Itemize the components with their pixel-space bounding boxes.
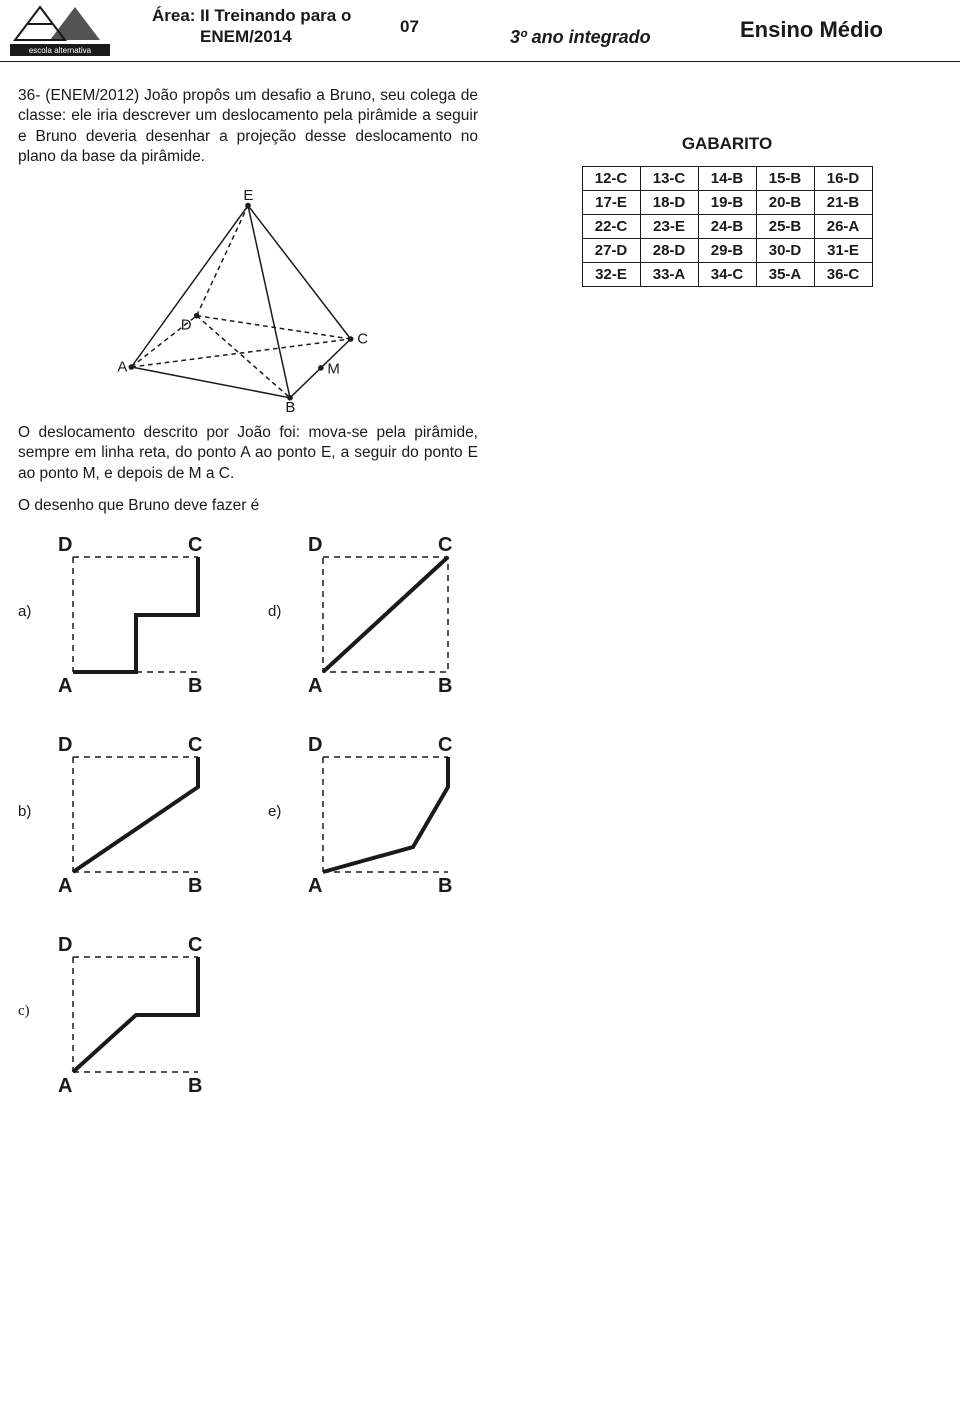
svg-text:D: D — [308, 534, 322, 556]
logo-text: escola alternativa — [29, 46, 92, 55]
page-content: 36- (ENEM/2012) João propôs um desafio a… — [0, 62, 960, 86]
option-b: b) D C A B — [18, 727, 228, 897]
table-row: 32-E 33-A 34-C 35-A 36-C — [582, 263, 872, 287]
svg-text:C: C — [188, 934, 202, 956]
option-label-d: d) — [268, 603, 288, 620]
svg-text:D: D — [308, 734, 322, 756]
header-page-number: 07 — [400, 17, 419, 37]
option-label-a: a) — [18, 603, 38, 620]
svg-text:C: C — [188, 534, 202, 556]
right-column: GABARITO 12-C 13-C 14-B 15-B 16-D 17-E 1… — [512, 86, 942, 287]
pyramid-label-a: A — [117, 358, 127, 375]
option-label-b: b) — [18, 803, 38, 820]
option-label-c: c) — [18, 1003, 38, 1020]
svg-text:C: C — [438, 534, 452, 556]
option-e: e) D C A B — [268, 727, 478, 897]
page-header: escola alternativa Área: II Treinando pa… — [0, 0, 960, 62]
svg-text:B: B — [438, 675, 452, 697]
pyramid-figure: A B C D E M — [18, 182, 478, 417]
question-move: O deslocamento descrito por João foi: mo… — [18, 423, 478, 484]
svg-text:A: A — [58, 875, 72, 897]
svg-text:B: B — [438, 875, 452, 897]
table-row: 22-C 23-E 24-B 25-B 26-A — [582, 215, 872, 239]
svg-text:A: A — [58, 1075, 72, 1097]
option-row-1: a) D C A B — [18, 527, 478, 697]
svg-text:A: A — [58, 675, 72, 697]
svg-text:B: B — [188, 875, 202, 897]
table-row: 12-C 13-C 14-B 15-B 16-D — [582, 167, 872, 191]
header-level: Ensino Médio — [740, 17, 883, 43]
svg-text:B: B — [188, 675, 202, 697]
school-logo: escola alternativa — [10, 2, 110, 58]
option-a: a) D C A B — [18, 527, 228, 697]
svg-text:D: D — [58, 934, 72, 956]
option-row-3: c) D C A B — [18, 927, 478, 1097]
option-d: d) D C A B — [268, 527, 478, 697]
header-grade: 3º ano integrado — [510, 27, 651, 48]
svg-text:A: A — [308, 875, 322, 897]
pyramid-label-e: E — [243, 187, 253, 204]
gabarito-table: 12-C 13-C 14-B 15-B 16-D 17-E 18-D 19-B … — [582, 166, 873, 287]
svg-text:D: D — [58, 534, 72, 556]
pyramid-label-c: C — [357, 330, 368, 347]
svg-text:C: C — [188, 734, 202, 756]
option-label-e: e) — [268, 803, 288, 820]
options-block: a) D C A B — [18, 517, 478, 1097]
header-area: Área: II Treinando para o — [152, 6, 351, 26]
gabarito-title: GABARITO — [512, 134, 942, 154]
svg-text:A: A — [308, 675, 322, 697]
option-c: c) D C A B — [18, 927, 228, 1097]
pyramid-label-m: M — [327, 360, 339, 377]
svg-text:B: B — [188, 1075, 202, 1097]
table-row: 27-D 28-D 29-B 30-D 31-E — [582, 239, 872, 263]
question-prompt: O desenho que Bruno deve fazer é — [18, 496, 478, 516]
pyramid-label-b: B — [285, 399, 295, 412]
pyramid-label-d: D — [181, 316, 192, 333]
svg-text:C: C — [438, 734, 452, 756]
question-intro: 36- (ENEM/2012) João propôs um desafio a… — [18, 86, 478, 168]
table-row: 17-E 18-D 19-B 20-B 21-B — [582, 191, 872, 215]
header-enem: ENEM/2014 — [200, 27, 292, 47]
left-column: 36- (ENEM/2012) João propôs um desafio a… — [18, 86, 478, 1127]
svg-text:D: D — [58, 734, 72, 756]
option-row-2: b) D C A B — [18, 727, 478, 897]
